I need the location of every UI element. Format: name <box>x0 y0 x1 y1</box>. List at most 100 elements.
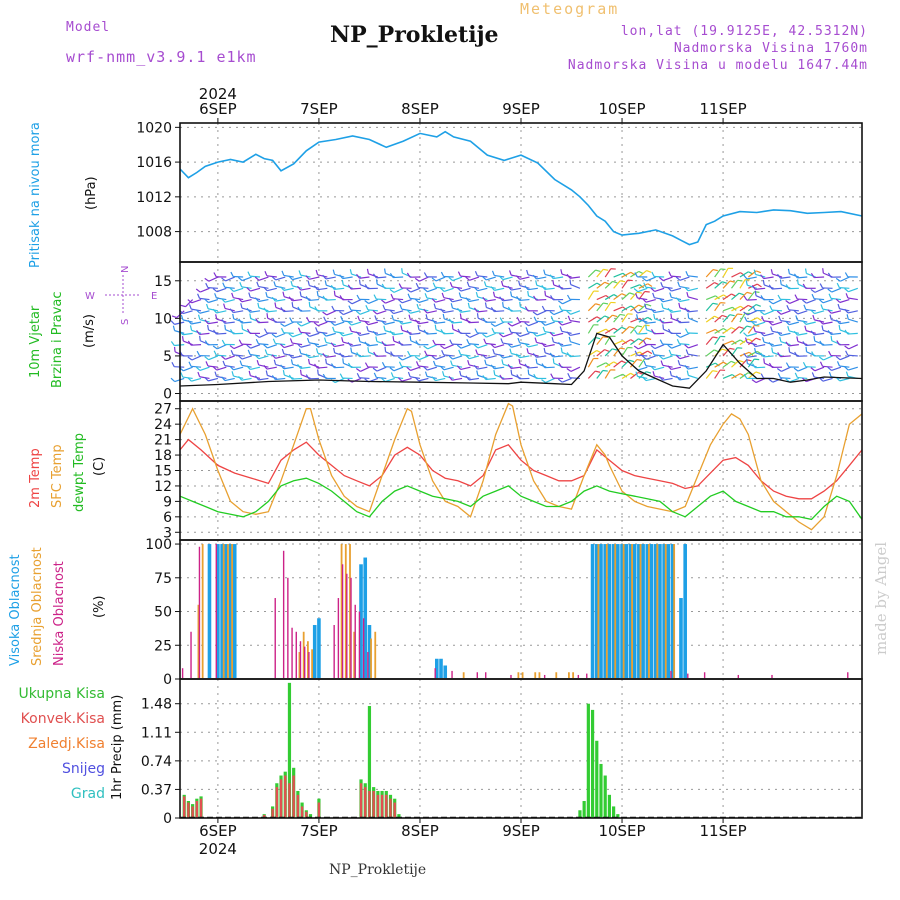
wind-barb <box>570 332 581 337</box>
wind-barb-flag <box>768 284 773 290</box>
wind-barb-flag <box>533 316 537 322</box>
wind-barb <box>679 321 690 324</box>
wind-barb-flag <box>197 314 201 320</box>
wind-barb-flag <box>687 313 690 319</box>
wind-barb <box>426 354 437 357</box>
wind-barb <box>477 366 488 370</box>
wind-barb <box>847 310 858 314</box>
wind-barb <box>722 280 731 289</box>
wind-barb <box>831 287 842 293</box>
wind-barb <box>199 318 210 323</box>
wind-barb <box>654 375 665 380</box>
wind-barb <box>671 366 682 371</box>
wind-barb <box>789 299 800 305</box>
wind-barb-flag <box>204 356 209 361</box>
wind-barb-flag <box>280 322 285 327</box>
wind-barb-flag <box>746 325 752 328</box>
wind-barb-flag <box>568 336 571 342</box>
wind-barb-flag <box>456 365 462 370</box>
wind-barb <box>848 344 859 350</box>
wind-barb-flag <box>440 365 445 371</box>
wind-barb-flag <box>246 365 251 370</box>
wind-barb <box>267 296 277 301</box>
wind-barb-flag <box>381 283 386 289</box>
wind-barb <box>199 310 210 314</box>
wind-barb-flag <box>457 328 462 334</box>
wind-barb <box>739 372 749 379</box>
wind-barb-flag <box>465 354 470 360</box>
wind-barb-flag <box>646 337 652 341</box>
y-tick-label: 0.37 <box>141 782 172 798</box>
wind-barb <box>848 318 858 323</box>
wind-barb-flag <box>524 342 529 348</box>
wind-speed-line <box>179 332 863 389</box>
wind-barb-flag <box>423 272 428 278</box>
high-cloud-bar <box>443 665 448 678</box>
wind-barb-flag <box>229 308 234 313</box>
wind-barb <box>588 282 598 289</box>
wind-barb-flag <box>264 349 268 355</box>
wind-barb-flag <box>291 302 294 308</box>
wind-barb-flag <box>770 326 773 332</box>
wind-barb-flag <box>768 362 773 368</box>
wind-barb <box>746 341 757 346</box>
wind-barb-flag <box>527 290 530 297</box>
wind-barb <box>714 328 724 334</box>
mid-cloud-bar <box>197 604 200 678</box>
wind-barb-flag <box>322 353 327 358</box>
wind-barb <box>418 321 429 325</box>
wind-barb-flag <box>466 281 470 287</box>
wind-barb <box>258 298 269 303</box>
wind-barb-flag <box>677 359 681 366</box>
wind-barb <box>662 307 673 312</box>
wind-barb <box>351 299 362 305</box>
wind-barb-flag <box>658 297 664 303</box>
wind-barb-flag <box>549 311 555 316</box>
wind-barb <box>519 320 530 323</box>
wind-barb-flag <box>535 280 538 286</box>
wind-barb <box>630 351 640 357</box>
wind-barb-flag <box>382 304 386 310</box>
wind-barb <box>545 377 555 384</box>
wind-barb <box>275 364 286 368</box>
wind-barb-flag <box>670 313 673 319</box>
wind-barb-flag <box>731 340 737 345</box>
wind-barb-flag <box>490 307 495 312</box>
wind-barb <box>705 269 714 278</box>
wind-barb-flag <box>785 299 791 304</box>
high-cloud-bar <box>220 544 224 678</box>
wind-barb-flag <box>182 284 187 285</box>
wind-barb-flag <box>836 282 840 288</box>
wind-barb-flag <box>712 269 718 272</box>
wind-barb-flag <box>558 362 563 368</box>
total-precip-bar <box>612 806 616 818</box>
total-precip-bar <box>603 775 607 818</box>
wind-barb-flag <box>519 301 521 307</box>
wind-barb-flag <box>322 295 327 301</box>
wind-barb <box>376 366 387 372</box>
wind-barb <box>191 344 202 346</box>
wind-barb-flag <box>305 275 310 280</box>
low-cloud-bar <box>737 674 740 678</box>
wind-barb-flag <box>239 360 243 366</box>
wind-barb-flag <box>214 293 217 299</box>
wind-barb <box>604 268 612 278</box>
conv-precip-bar <box>372 790 375 818</box>
mid-cloud-bar <box>656 544 659 678</box>
wind-barb <box>788 344 799 347</box>
wind-barb-flag <box>314 306 318 312</box>
mid-cloud-bar <box>353 631 356 678</box>
wind-barb-flag <box>459 370 462 376</box>
wind-barb <box>823 355 833 361</box>
wind-barb-flag <box>508 270 512 276</box>
high-cloud-bar <box>628 544 633 678</box>
wind-barb-flag <box>399 304 403 310</box>
high-cloud-bar <box>367 625 372 678</box>
wind-barb <box>266 366 277 370</box>
wind-barb-flag <box>751 363 756 369</box>
high-cloud-bar <box>224 544 229 678</box>
wind-barb-flag <box>265 291 268 298</box>
high-cloud-bar <box>363 557 368 678</box>
wind-barb <box>705 315 715 323</box>
wind-barb-flag <box>280 307 285 312</box>
